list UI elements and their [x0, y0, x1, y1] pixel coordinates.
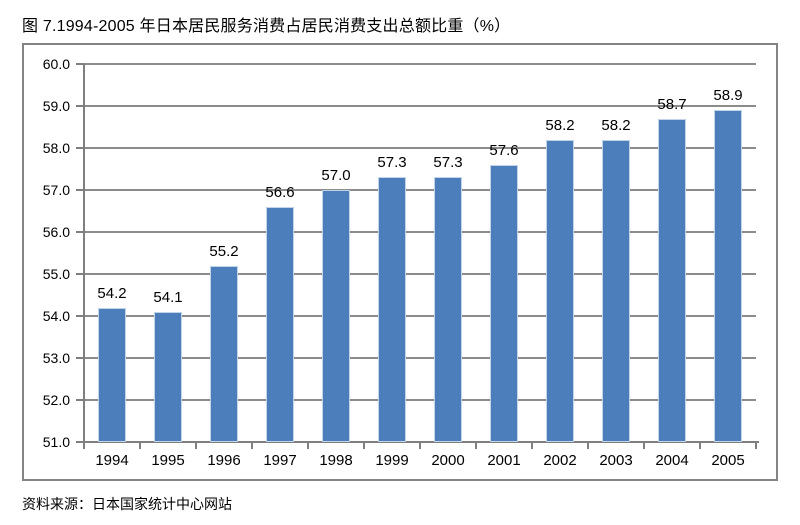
y-axis-tick [76, 273, 84, 275]
bar-value-label: 58.2 [601, 116, 631, 134]
bar-value-label: 55.2 [209, 242, 239, 260]
bar-2000 [434, 177, 462, 442]
y-axis-tick [76, 441, 84, 443]
bar-2005 [714, 110, 742, 442]
bar-value-label: 57.0 [321, 167, 351, 184]
bar-1994 [98, 307, 126, 442]
y-axis-label: 52.0 [42, 392, 70, 408]
y-axis-tick [76, 357, 84, 359]
x-axis-label: 2000 [431, 452, 465, 469]
y-axis-line [83, 64, 85, 444]
y-axis-label: 60.0 [42, 56, 70, 72]
x-axis-tick [419, 442, 421, 449]
x-axis-tick [587, 442, 589, 449]
y-axis-tick [76, 231, 84, 233]
bar-value-label: 56.6 [265, 183, 295, 201]
bar-1998 [322, 190, 350, 442]
gridline [84, 189, 756, 191]
x-axis-tick [643, 442, 645, 449]
x-axis-label: 2003 [599, 452, 633, 469]
y-axis-label: 59.0 [42, 98, 70, 114]
bar-value-label: 58.9 [713, 87, 743, 105]
gridline [84, 63, 756, 65]
x-axis-label: 2005 [711, 452, 745, 469]
bar-1999 [378, 177, 406, 442]
bar-value-label: 58.2 [545, 116, 575, 134]
bar-2002 [546, 139, 574, 442]
bar-1997 [266, 206, 294, 442]
x-axis-tick [307, 442, 309, 449]
y-axis-label: 54.0 [42, 308, 70, 324]
x-axis-label: 2004 [655, 452, 689, 469]
y-axis-label: 58.0 [42, 140, 70, 156]
x-axis-tick [699, 442, 701, 449]
bar-2004 [658, 118, 686, 442]
bar-value-label: 57.6 [489, 141, 519, 159]
bar-1995 [154, 311, 182, 442]
y-axis-label: 53.0 [42, 350, 70, 366]
x-axis-label: 1997 [263, 452, 297, 469]
gridline [84, 273, 756, 275]
y-axis-tick [76, 147, 84, 149]
x-axis-label: 1996 [207, 452, 241, 469]
y-axis-label: 55.0 [42, 266, 70, 282]
gridline [84, 357, 756, 359]
source-text: 资料来源：日本国家统计中心网站 [22, 496, 232, 512]
bar-value-label: 54.2 [97, 284, 127, 302]
plot-area [84, 63, 756, 442]
x-axis-tick [531, 442, 533, 449]
y-axis-label: 56.0 [42, 224, 70, 240]
x-axis-label: 1995 [151, 452, 185, 469]
gridline [84, 315, 756, 317]
x-axis-label: 2001 [487, 452, 521, 469]
bar-2001 [490, 164, 518, 442]
gridline [84, 147, 756, 149]
bar-value-label: 57.3 [377, 154, 407, 172]
x-axis-label: 1998 [319, 452, 353, 469]
x-axis-tick [139, 442, 141, 449]
bar-value-label: 54.1 [153, 288, 183, 306]
gridline [84, 105, 756, 107]
bar-2003 [602, 139, 630, 442]
bar-value-label: 58.7 [657, 95, 687, 113]
x-axis-tick [363, 442, 365, 449]
bar-value-label: 57.3 [433, 154, 463, 172]
y-axis-tick [76, 63, 84, 65]
x-axis-line [83, 441, 759, 443]
y-axis-label: 57.0 [42, 182, 70, 198]
x-axis-tick [83, 442, 85, 449]
x-axis-tick [755, 442, 757, 449]
x-axis-tick [195, 442, 197, 449]
y-axis-tick [76, 399, 84, 401]
y-axis-tick [76, 105, 84, 107]
y-axis-label: 51.0 [42, 434, 70, 450]
x-axis-label: 2002 [543, 452, 577, 469]
y-axis-tick [76, 189, 84, 191]
y-axis-tick [76, 315, 84, 317]
chart-title: 图 7.1994-2005 年日本居民服务消费占居民消费支出总额比重（%） [22, 18, 511, 35]
x-axis-tick [475, 442, 477, 449]
gridline [84, 231, 756, 233]
x-axis-tick [251, 442, 253, 449]
gridline [84, 399, 756, 401]
bar-1996 [210, 265, 238, 442]
x-axis-label: 1994 [95, 452, 129, 469]
x-axis-label: 1999 [375, 452, 409, 469]
